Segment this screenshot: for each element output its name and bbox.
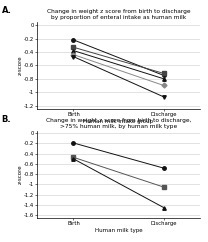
Title: Change in weight z score from birth to discharge,
>75% human milk, by human milk: Change in weight z score from birth to d… bbox=[46, 118, 191, 129]
X-axis label: Human milk intake group: Human milk intake group bbox=[83, 119, 154, 124]
Y-axis label: z-score: z-score bbox=[17, 164, 22, 184]
Title: Change in weight z score from birth to discharge
by proportion of enteral intake: Change in weight z score from birth to d… bbox=[47, 9, 190, 20]
Text: A.: A. bbox=[2, 6, 12, 15]
Text: B.: B. bbox=[2, 115, 11, 124]
Y-axis label: z-score: z-score bbox=[17, 55, 22, 75]
X-axis label: Human milk type: Human milk type bbox=[95, 228, 142, 233]
Legend: all subjects, <25%, 25-50%, 50-75%, >75%: all subjects, <25%, 25-50%, 50-75%, >75% bbox=[60, 150, 177, 154]
